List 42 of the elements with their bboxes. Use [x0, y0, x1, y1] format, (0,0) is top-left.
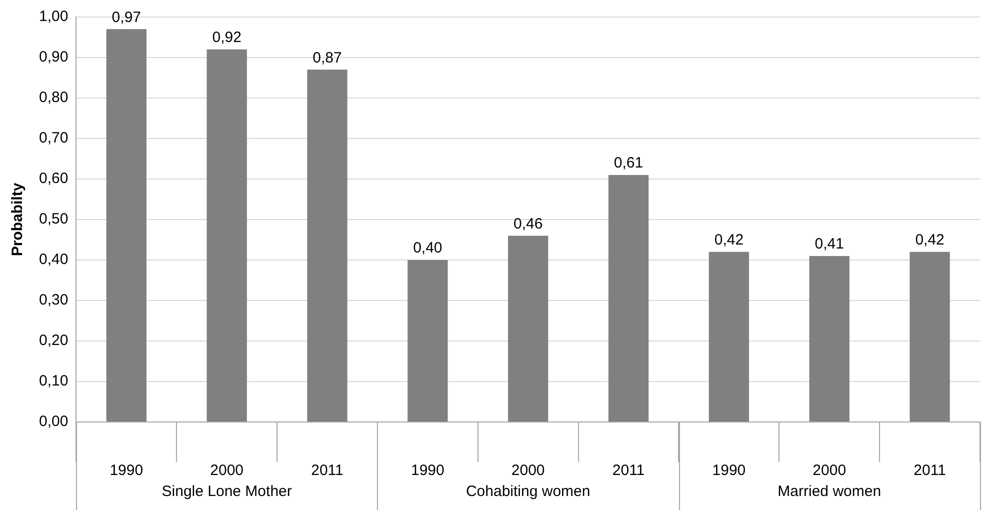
data-label: 0,92: [212, 29, 242, 46]
x-tick-label: 2000: [511, 462, 545, 480]
x-tick-label: 2000: [812, 462, 846, 480]
data-label: 0,41: [814, 236, 844, 253]
bar: [708, 252, 750, 422]
y-tick-label: 0,70: [38, 130, 68, 147]
bar: [206, 49, 247, 422]
data-label: 0,40: [413, 240, 442, 257]
y-tick-label: 1,00: [38, 8, 68, 26]
bar: [809, 256, 850, 422]
y-axis-title: Probabilty: [9, 182, 26, 256]
data-label: 0,87: [312, 49, 342, 66]
bar: [508, 236, 548, 422]
data-label: 0,46: [513, 215, 543, 232]
x-tick-label: 2011: [914, 462, 946, 480]
x-tick-label: 2011: [612, 462, 645, 480]
x-tick-label: 2011: [311, 462, 344, 480]
bar: [910, 252, 950, 422]
bar: [106, 29, 146, 422]
x-tick-label: 1990: [712, 462, 746, 480]
text: Single Lone Mother: [162, 483, 292, 500]
y-tick-label: 0,40: [38, 251, 68, 268]
data-label: 0,97: [112, 8, 142, 26]
bar: [307, 70, 348, 422]
data-label: 0,61: [614, 154, 644, 172]
x-tick-label: 1990: [110, 462, 144, 480]
y-tick-label: 0,80: [38, 89, 68, 106]
data-label: 0,42: [714, 232, 744, 249]
x-tick-label: 2000: [210, 462, 244, 480]
text: Cohabiting women: [466, 483, 590, 500]
bar: [608, 174, 649, 422]
x-tick-label: 1990: [410, 462, 444, 480]
y-tick-label: 0,50: [38, 210, 68, 228]
data-label: 0,42: [915, 232, 944, 249]
bar: [408, 260, 448, 422]
y-tick-label: 0,00: [38, 413, 68, 430]
y-tick-label: 0,90: [38, 48, 68, 66]
text: Married women: [778, 483, 882, 500]
y-tick-label: 0,30: [38, 292, 68, 309]
y-tick-label: 0,60: [38, 170, 68, 188]
y-tick-label: 0,20: [38, 332, 68, 350]
y-tick-label: 0,10: [38, 372, 68, 390]
